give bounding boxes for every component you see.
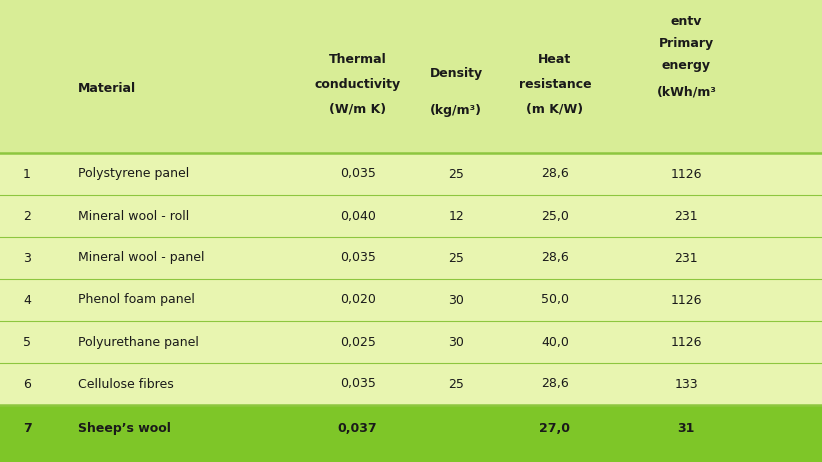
Text: Sheep’s wool: Sheep’s wool [78, 422, 171, 435]
Text: Phenol foam panel: Phenol foam panel [78, 293, 195, 306]
Text: 0,035: 0,035 [339, 377, 376, 390]
Text: Mineral wool - panel: Mineral wool - panel [78, 251, 205, 265]
Bar [0, 0, 822, 153]
Text: 25: 25 [448, 377, 464, 390]
Text: 0,037: 0,037 [338, 422, 377, 435]
Text: 5: 5 [23, 335, 31, 348]
Text: 7: 7 [23, 422, 32, 435]
Text: Material: Material [78, 82, 136, 95]
Text: 25: 25 [448, 251, 464, 265]
Text: (kg/m³): (kg/m³) [430, 104, 483, 117]
Bar [0, 452, 822, 462]
Text: 25,0: 25,0 [541, 209, 569, 223]
Text: Cellulose fibres: Cellulose fibres [78, 377, 173, 390]
Text: Polyurethane panel: Polyurethane panel [78, 335, 199, 348]
Text: 28,6: 28,6 [541, 251, 569, 265]
Text: 3: 3 [23, 251, 31, 265]
Text: 231: 231 [675, 209, 698, 223]
Text: 25: 25 [448, 168, 464, 181]
Text: (kWh/m³: (kWh/m³ [657, 86, 716, 99]
Text: 2: 2 [23, 209, 31, 223]
Text: (m K/W): (m K/W) [526, 102, 584, 115]
Bar [0, 405, 822, 452]
Text: 1126: 1126 [671, 293, 702, 306]
Bar [0, 153, 822, 195]
Text: 0,025: 0,025 [339, 335, 376, 348]
Text: 0,035: 0,035 [339, 251, 376, 265]
Text: 6: 6 [23, 377, 31, 390]
Text: (W/m K): (W/m K) [329, 102, 386, 115]
Text: resistance: resistance [519, 78, 591, 91]
Text: 27,0: 27,0 [539, 422, 570, 435]
Bar [0, 321, 822, 363]
Text: 231: 231 [675, 251, 698, 265]
Text: 1126: 1126 [671, 168, 702, 181]
Text: 40,0: 40,0 [541, 335, 569, 348]
Text: 28,6: 28,6 [541, 168, 569, 181]
Text: 30: 30 [448, 293, 464, 306]
Text: 31: 31 [677, 422, 695, 435]
Bar [0, 237, 822, 279]
Text: conductivity: conductivity [315, 78, 400, 91]
Text: Density: Density [430, 67, 483, 79]
Text: 0,020: 0,020 [339, 293, 376, 306]
Text: Primary: Primary [658, 37, 714, 50]
Bar [0, 363, 822, 405]
Text: 50,0: 50,0 [541, 293, 569, 306]
Text: 133: 133 [675, 377, 698, 390]
Text: 12: 12 [448, 209, 464, 223]
Text: Heat: Heat [538, 53, 571, 66]
Text: 4: 4 [23, 293, 31, 306]
Text: Thermal: Thermal [329, 53, 386, 66]
Text: 1: 1 [23, 168, 31, 181]
Text: 28,6: 28,6 [541, 377, 569, 390]
Text: Mineral wool - roll: Mineral wool - roll [78, 209, 189, 223]
Text: Polystyrene panel: Polystyrene panel [78, 168, 189, 181]
Text: 1126: 1126 [671, 335, 702, 348]
Bar [0, 279, 822, 321]
Text: energy: energy [662, 59, 711, 72]
Text: 0,040: 0,040 [339, 209, 376, 223]
Text: 0,035: 0,035 [339, 168, 376, 181]
Bar [0, 195, 822, 237]
Text: entv: entv [671, 15, 702, 28]
Text: 30: 30 [448, 335, 464, 348]
